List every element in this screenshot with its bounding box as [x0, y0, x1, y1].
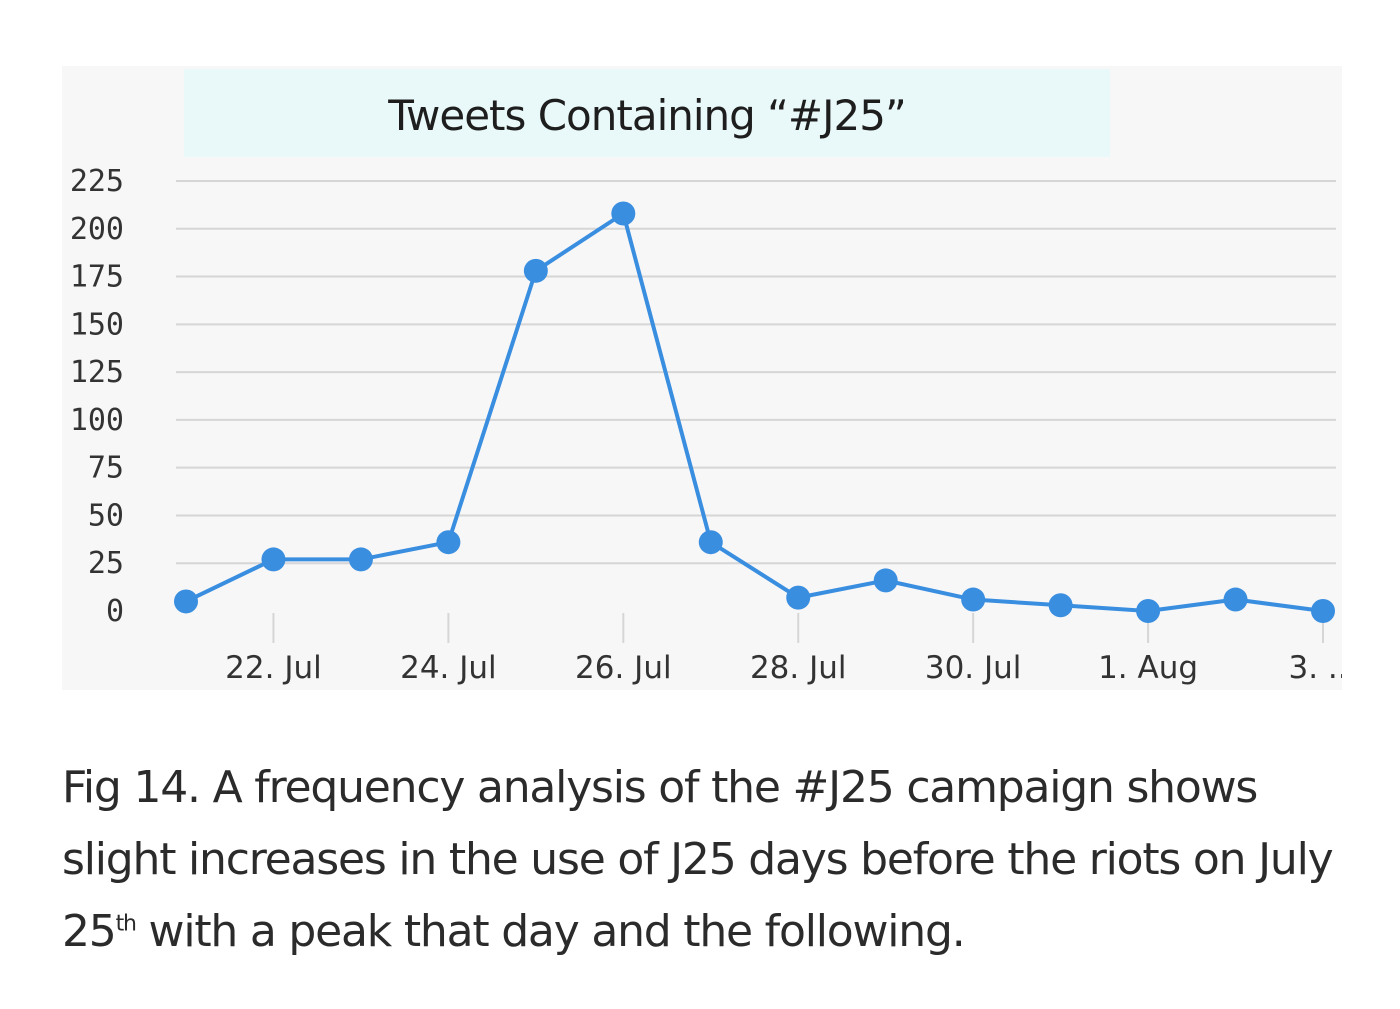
series-line [185, 211, 1324, 613]
y-tick-label: 200 [70, 212, 124, 247]
x-axis-ticks: 22. Jul 24. Jul 26. Jul 28. Jul 30. Jul 1. Au… [225, 613, 1342, 686]
y-tick-label: 175 [70, 260, 124, 295]
caption-superscript: th [115, 911, 137, 937]
data-point [1311, 599, 1335, 623]
grid-lines [176, 180, 1336, 565]
y-tick-label: 125 [70, 355, 124, 390]
series [174, 201, 1335, 623]
data-point [611, 201, 636, 226]
x-tick-label: 30. Jul [925, 650, 1022, 686]
y-tick-label: 100 [70, 403, 124, 438]
y-tick-label: 225 [70, 164, 124, 199]
data-point [348, 547, 373, 572]
y-tick-label: 0 [106, 594, 124, 629]
chart-figure: Tweets Containing “#J25” 0 25 50 75 100 125 15… [62, 66, 1342, 690]
y-tick-label: 150 [70, 307, 124, 342]
data-point [873, 568, 898, 593]
data-point [698, 530, 723, 555]
data-point [786, 585, 811, 610]
data-point [261, 547, 286, 572]
y-tick-label: 50 [88, 498, 124, 533]
caption-text: Fig 14. A frequency analysis of the #J25… [62, 762, 1334, 957]
data-point [436, 530, 461, 555]
title-band [184, 69, 1110, 157]
data-point [961, 587, 986, 612]
line-chart: 0 25 50 75 100 125 150 175 200 225 22. Jul 24. Jul… [70, 164, 1342, 686]
chart-title: Tweets Containing “#J25” [388, 91, 906, 140]
figure-caption: Fig 14. A frequency analysis of the #J25… [62, 752, 1352, 968]
data-point [1048, 593, 1073, 618]
x-tick-label: 1. Aug [1098, 650, 1198, 686]
y-axis-ticks: 0 25 50 75 100 125 150 175 200 225 [70, 164, 124, 629]
data-point [523, 258, 548, 283]
caption-text-end: with a peak that day and the following. [135, 906, 966, 957]
x-tick-label: 3. ... [1289, 650, 1343, 686]
x-tick-label: 24. Jul [400, 650, 497, 686]
x-tick-label: 28. Jul [750, 650, 847, 686]
data-point [1223, 587, 1248, 612]
data-point [174, 589, 198, 614]
y-tick-label: 25 [88, 546, 124, 581]
x-tick-label: 26. Jul [575, 650, 672, 686]
x-tick-label: 22. Jul [225, 650, 322, 686]
data-point [1136, 599, 1161, 623]
y-tick-label: 75 [88, 451, 124, 486]
